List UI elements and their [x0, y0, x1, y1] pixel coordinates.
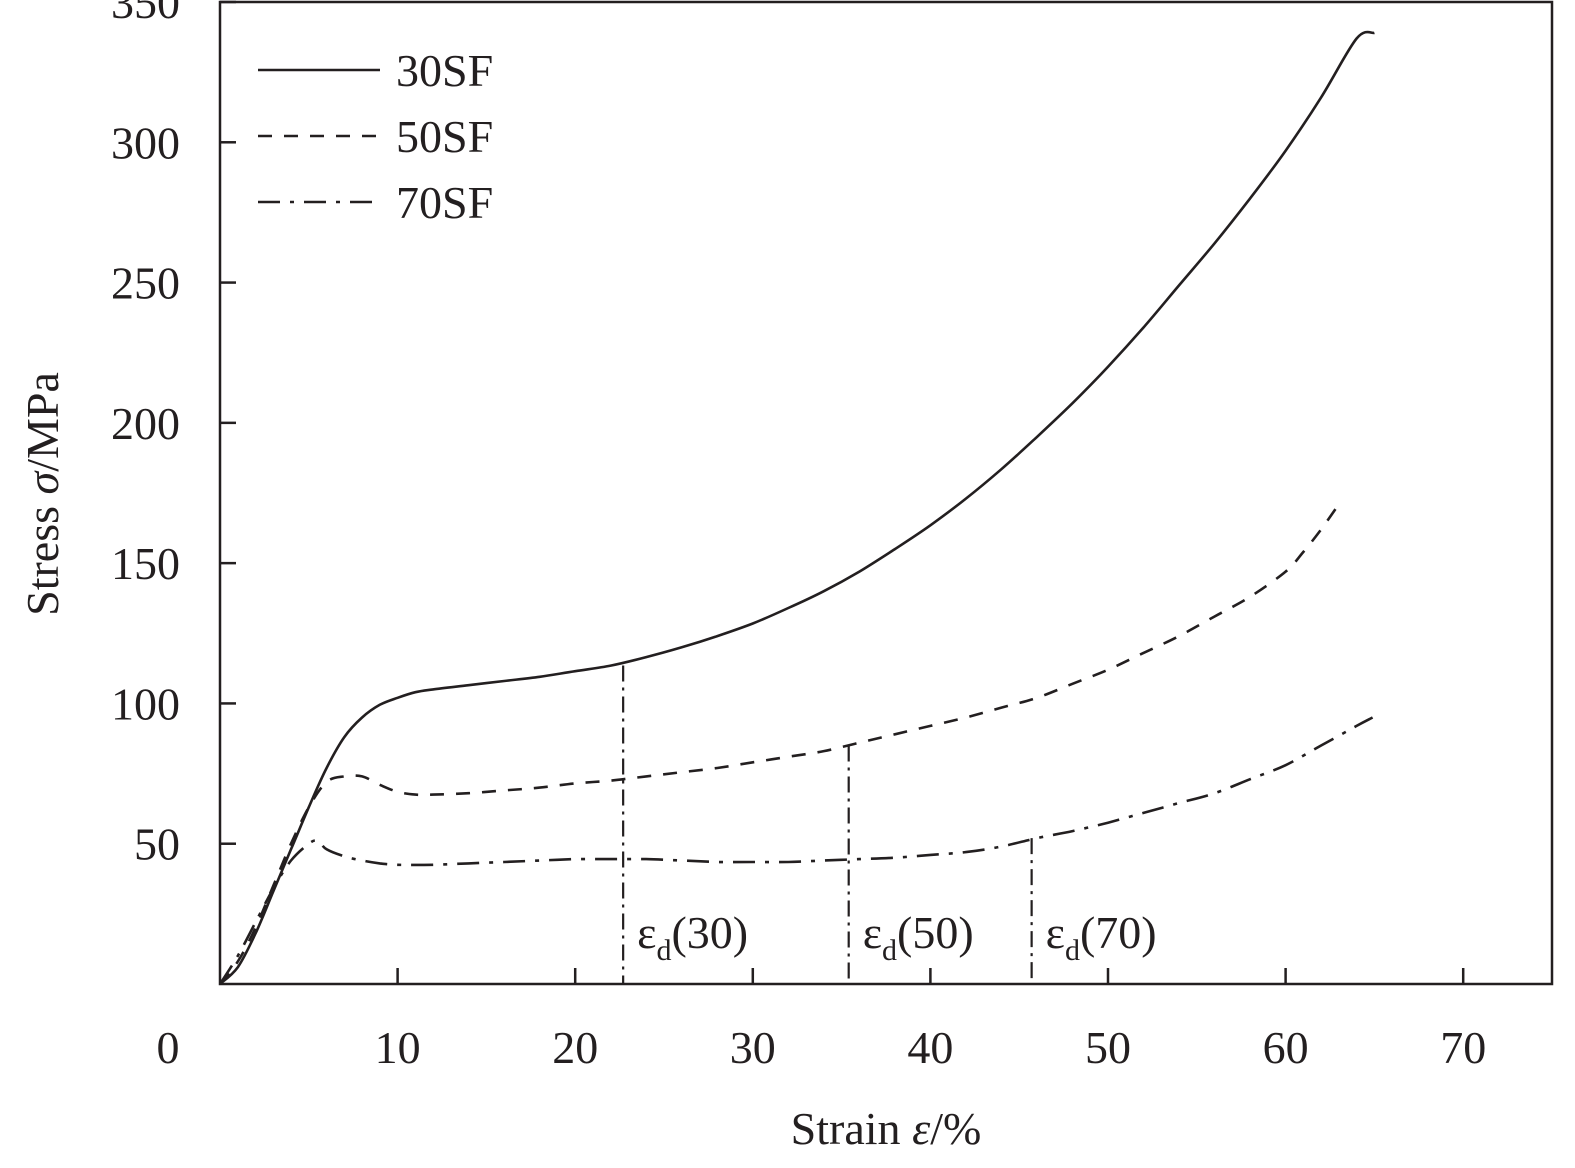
x-axis-title: Strain ε/% — [791, 1103, 982, 1154]
x-tick-label: 60 — [1263, 1022, 1309, 1073]
legend: 30SF 50SF 70SF — [258, 45, 493, 228]
x-tick-label: 10 — [375, 1022, 421, 1073]
x-tick-label: 70 — [1440, 1022, 1486, 1073]
strain-markers: εd(30) εd(50) εd(70) — [622, 665, 1157, 984]
y-tick-label: 50 — [134, 819, 180, 870]
strain-marker-label: εd(70) — [1046, 907, 1157, 967]
x-axis-ticks: 10 20 30 40 50 60 70 — [375, 968, 1486, 1073]
y-axis-title-suffix: /MPa — [17, 372, 68, 472]
x-tick-label: 40 — [907, 1022, 953, 1073]
x-tick-label: 50 — [1085, 1022, 1131, 1073]
series-line-30sf — [219, 30, 1375, 985]
y-axis-title: Stress σ/MPa — [17, 372, 68, 616]
x-axis-title-prefix: Strain — [791, 1103, 912, 1154]
series-layer — [218, 30, 1375, 985]
y-tick-label: 150 — [111, 538, 180, 589]
plot-frame — [218, 0, 1554, 986]
y-axis-title-symbol: σ — [17, 469, 68, 494]
series-line-70sf — [218, 716, 1374, 985]
x-axis-title-suffix: /% — [930, 1103, 981, 1154]
origin-tick-label: 0 — [157, 1022, 180, 1073]
legend-label-30sf: 30SF — [396, 45, 493, 96]
y-axis-ticks: 50 100 150 200 250 300 350 — [111, 0, 236, 870]
strain-marker-label: εd(50) — [863, 907, 974, 967]
legend-label-70sf: 70SF — [396, 177, 493, 228]
x-tick-label: 30 — [730, 1022, 776, 1073]
y-axis-title-prefix: Stress — [17, 494, 68, 615]
x-axis-title-symbol: ε — [912, 1103, 931, 1154]
y-tick-label: 250 — [111, 258, 180, 309]
x-tick-label: 20 — [552, 1022, 598, 1073]
series-line-50sf — [218, 503, 1340, 985]
strain-marker-label: εd(30) — [637, 907, 748, 967]
y-tick-label: 100 — [111, 678, 180, 729]
plot-border — [218, 0, 1554, 986]
y-tick-label: 350 — [111, 0, 180, 28]
y-tick-label: 200 — [111, 398, 180, 449]
y-tick-label: 300 — [111, 117, 180, 168]
legend-label-50sf: 50SF — [396, 111, 493, 162]
